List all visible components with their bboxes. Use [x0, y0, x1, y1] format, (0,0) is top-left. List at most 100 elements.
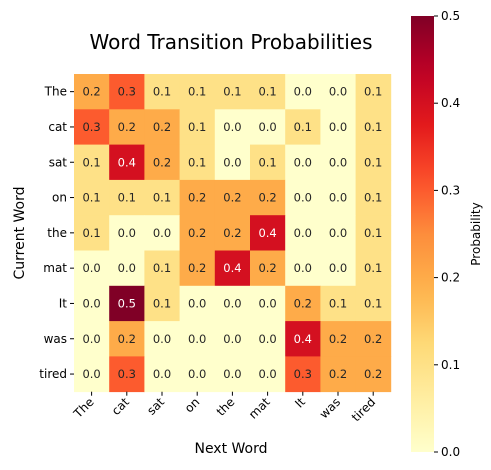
heatmap-cell	[109, 250, 145, 287]
heatmap-cell	[250, 144, 286, 181]
heatmap-cell	[179, 74, 216, 110]
cell-value-label: 0.0	[223, 296, 241, 310]
cell-value-label: 0.2	[329, 332, 347, 346]
x-tick-label: cat	[109, 395, 132, 418]
heatmap-cell	[250, 215, 286, 251]
heatmap-cell	[355, 144, 392, 181]
cell-value-label: 0.0	[223, 155, 241, 169]
heatmap-cell	[179, 215, 216, 251]
heatmap-cell	[144, 74, 180, 110]
cell-value-label: 0.0	[294, 261, 312, 275]
heatmap-cell	[74, 144, 110, 181]
heatmap-cell	[285, 250, 321, 287]
heatmap-cell	[109, 356, 145, 393]
heatmap-cell	[74, 109, 110, 145]
heatmap-cell	[144, 144, 180, 181]
heatmap-cell	[109, 215, 145, 251]
cell-value-label: 0.1	[82, 155, 100, 169]
heatmap-cell	[214, 215, 251, 251]
cell-value-label: 0.1	[364, 226, 382, 240]
cell-value-label: 0.2	[364, 332, 382, 346]
cell-value-label: 0.0	[223, 367, 241, 381]
cell-value-label: 0.0	[294, 155, 312, 169]
heatmap-cell	[320, 321, 356, 357]
cell-value-label: 0.0	[329, 120, 347, 134]
cell-value-label: 0.0	[329, 191, 347, 205]
cell-value-label: 0.1	[82, 191, 100, 205]
heatmap-cell	[320, 109, 356, 145]
y-tick-label: was	[44, 332, 67, 346]
y-tick-label: It	[59, 296, 68, 310]
heatmap-cell	[144, 321, 180, 357]
x-tick-label: It	[292, 395, 308, 411]
cell-value-label: 0.1	[153, 261, 171, 275]
heatmap-cell	[285, 179, 321, 216]
cell-value-label: 0.1	[329, 296, 347, 310]
cell-value-label: 0.0	[188, 332, 206, 346]
colorbar-tick-label: 0.1	[441, 358, 460, 372]
cell-value-label: 0.4	[118, 155, 136, 169]
colorbar-tick-label: 0.2	[441, 271, 460, 285]
cell-value-label: 0.3	[82, 120, 100, 134]
colorbar-tick-label: 0.4	[441, 96, 460, 110]
heatmap-cell	[109, 179, 145, 216]
cell-value-label: 0.0	[82, 296, 100, 310]
cell-value-label: 0.1	[188, 155, 206, 169]
heatmap-cell	[355, 285, 392, 322]
heatmap-cell	[285, 144, 321, 181]
cell-value-label: 0.2	[82, 85, 100, 99]
y-axis-ticks: The cat sat on the mat It was tired	[39, 85, 74, 381]
cell-value-label: 0.0	[82, 332, 100, 346]
heatmap-cell	[74, 179, 110, 216]
cell-value-label: 0.0	[258, 120, 276, 134]
cell-value-label: 0.2	[258, 261, 276, 275]
heatmap-cell	[74, 74, 110, 110]
colorbar-ticks: 0.0 0.1 0.2 0.3 0.4 0.5	[434, 9, 460, 459]
cell-value-label: 0.1	[364, 261, 382, 275]
cell-value-label: 0.1	[153, 191, 171, 205]
cell-value-label: 0.1	[188, 120, 206, 134]
colorbar-tick-label: 0.0	[441, 445, 460, 459]
cell-value-label: 0.2	[153, 155, 171, 169]
heatmap-cell	[179, 109, 216, 145]
heatmap-cell	[179, 356, 216, 393]
heatmap-cell	[179, 321, 216, 357]
y-tick-label: cat	[48, 120, 67, 134]
heatmap-cell	[109, 144, 145, 181]
colorbar-tick-label: 0.5	[441, 9, 460, 23]
heatmap-cell	[109, 109, 145, 145]
cell-value-label: 0.1	[82, 226, 100, 240]
heatmap-cell	[179, 144, 216, 181]
heatmap-cell	[144, 109, 180, 145]
x-tick-label: tired	[349, 395, 378, 424]
cell-value-label: 0.1	[153, 296, 171, 310]
heatmap-cell	[144, 215, 180, 251]
heatmap-cell	[250, 74, 286, 110]
x-axis-ticks: The cat sat on the mat It was tired	[70, 391, 378, 424]
x-tick-label: on	[182, 395, 202, 415]
cell-value-label: 0.1	[223, 85, 241, 99]
heatmap-cell	[285, 321, 321, 357]
heatmap-cell	[320, 74, 356, 110]
cell-value-label: 0.1	[153, 85, 171, 99]
heatmap-cell	[214, 356, 251, 393]
cell-value-label: 0.1	[258, 155, 276, 169]
heatmap-cell	[285, 74, 321, 110]
cell-value-label: 0.2	[118, 332, 136, 346]
heatmap-cell	[320, 215, 356, 251]
cell-value-label: 0.0	[329, 226, 347, 240]
heatmap-cell	[355, 74, 392, 110]
cell-value-label: 0.0	[258, 332, 276, 346]
cell-value-label: 0.0	[294, 226, 312, 240]
cell-value-label: 0.0	[223, 120, 241, 134]
heatmap-cell	[250, 356, 286, 393]
cell-value-label: 0.0	[188, 367, 206, 381]
chart-title: Word Transition Probabilities	[89, 30, 372, 54]
cell-value-label: 0.1	[118, 191, 136, 205]
cell-value-label: 0.0	[153, 367, 171, 381]
heatmap-cell	[144, 285, 180, 322]
heatmap-cell	[320, 356, 356, 393]
heatmap-cell	[250, 321, 286, 357]
heatmap-cell	[355, 321, 392, 357]
cell-value-label: 0.2	[188, 261, 206, 275]
